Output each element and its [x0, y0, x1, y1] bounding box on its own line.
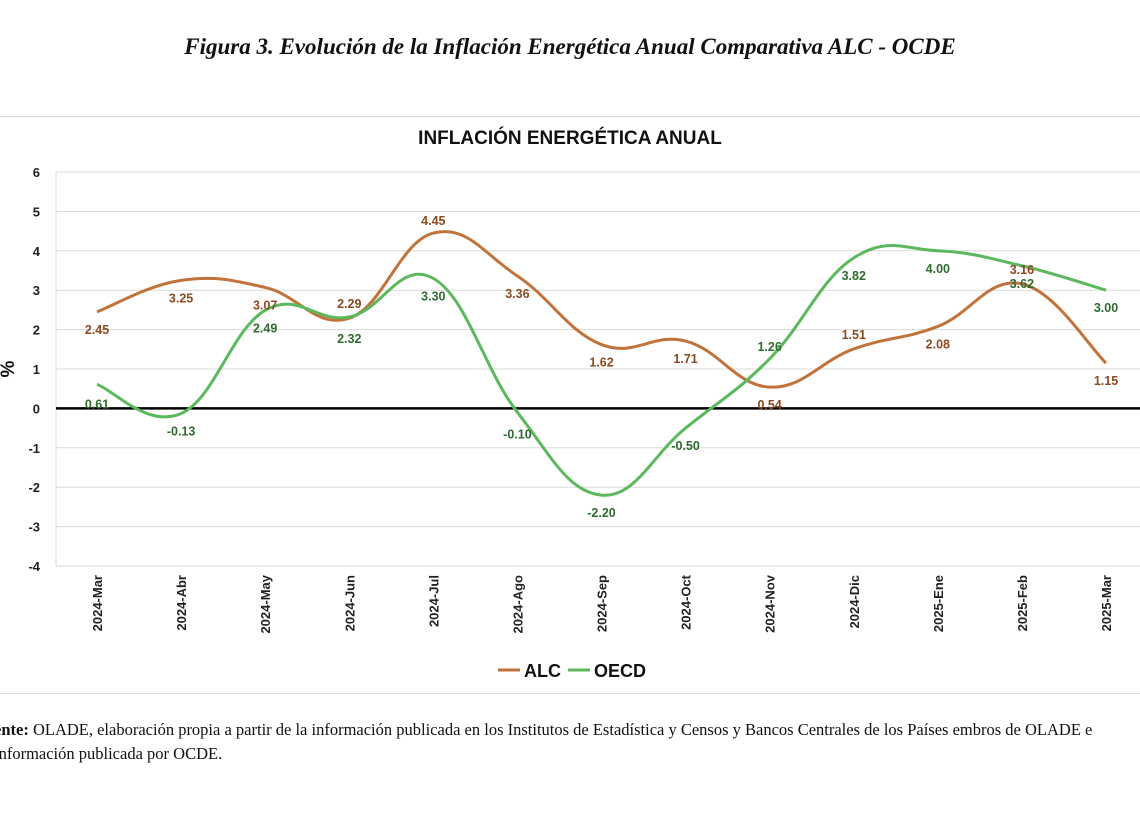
y-tick-label: -2 — [28, 480, 40, 495]
data-label: 1.71 — [673, 352, 697, 366]
source-text: OLADE, elaboración propia a partir de la… — [0, 720, 1093, 763]
y-axis-label: % — [0, 360, 19, 377]
x-tick-label: 2024-Nov — [763, 574, 778, 633]
y-tick-label: 6 — [33, 165, 40, 180]
data-label: 2.32 — [337, 332, 361, 346]
data-label: 3.25 — [169, 291, 193, 305]
y-tick-label: -1 — [28, 441, 40, 456]
x-tick-label: 2024-Abr — [174, 575, 189, 631]
legend-item: ALC — [524, 661, 561, 681]
data-label: -0.13 — [167, 425, 196, 439]
chart-title: INFLACIÓN ENERGÉTICA ANUAL — [418, 128, 722, 149]
y-tick-label: -4 — [28, 559, 40, 574]
data-label: 1.51 — [842, 328, 866, 342]
y-tick-label: 2 — [33, 323, 40, 338]
y-tick-label: 1 — [33, 362, 40, 377]
x-tick-label: 2024-May — [258, 574, 273, 633]
source-label: ente: — [0, 720, 29, 739]
data-label: 3.82 — [842, 269, 866, 283]
data-label: 2.45 — [85, 323, 109, 337]
legend-item: OECD — [594, 661, 646, 681]
data-label: -2.20 — [587, 506, 616, 520]
data-label: 3.00 — [1094, 301, 1118, 315]
data-label: 3.07 — [253, 298, 277, 312]
x-tick-label: 2024-Oct — [679, 574, 694, 630]
series-line-alc — [96, 230, 1108, 389]
series-line-oecd — [96, 244, 1107, 497]
data-label: 0.54 — [757, 398, 781, 412]
data-label: 3.62 — [1010, 277, 1034, 291]
x-tick-label: 2024-Sep — [595, 575, 610, 632]
data-label: 4.00 — [926, 262, 950, 276]
data-label: 1.15 — [1094, 374, 1118, 388]
x-tick-label: 2024-Mar — [90, 575, 105, 631]
data-label: 2.29 — [337, 297, 361, 311]
data-label: 3.16 — [1010, 263, 1034, 277]
data-label: 1.26 — [757, 340, 781, 354]
data-label: -0.50 — [671, 439, 700, 453]
chart-area — [0, 116, 1140, 694]
data-label: 3.36 — [505, 287, 529, 301]
x-tick-label: 2025-Mar — [1099, 575, 1114, 631]
source-note: ente: OLADE, elaboración propia a partir… — [0, 718, 1140, 766]
x-tick-label: 2025-Feb — [1015, 575, 1030, 631]
y-tick-label: 0 — [33, 401, 40, 416]
data-label: 4.45 — [421, 214, 445, 228]
y-tick-label: 3 — [33, 283, 40, 298]
y-tick-label: 5 — [33, 204, 40, 219]
data-label: 2.49 — [253, 321, 277, 335]
data-label: -0.10 — [503, 427, 532, 441]
x-tick-label: 2024-Jun — [342, 575, 357, 631]
x-tick-label: 2025-Ene — [931, 575, 946, 632]
data-label: 0.61 — [85, 397, 109, 411]
data-label: 1.62 — [589, 356, 613, 370]
figure-title: Figura 3. Evolución de la Inflación Ener… — [184, 34, 956, 59]
y-tick-label: -3 — [28, 520, 40, 535]
x-tick-label: 2024-Jul — [426, 575, 441, 627]
data-label: 2.08 — [926, 337, 950, 351]
x-tick-label: 2024-Ago — [510, 575, 525, 634]
y-tick-label: 4 — [33, 244, 41, 259]
x-tick-label: 2024-Dic — [847, 575, 862, 628]
data-label: 3.30 — [421, 289, 445, 303]
